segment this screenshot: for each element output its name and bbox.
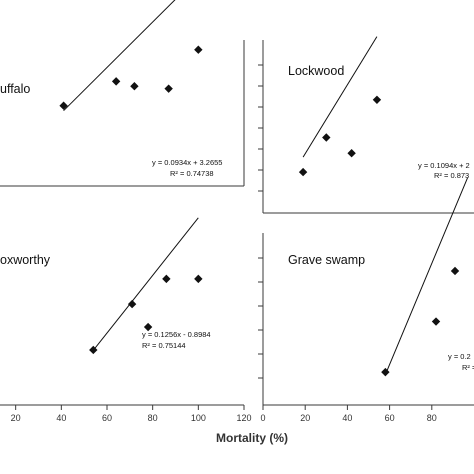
x-axis-title: Mortality (%)	[216, 431, 288, 445]
data-point-lockwood	[322, 133, 331, 142]
data-point-buffalo	[130, 82, 139, 91]
data-point-foxworthy	[162, 274, 171, 284]
data-point-grave-swamp	[381, 367, 390, 377]
data-point-buffalo	[194, 45, 203, 54]
data-point-lockwood	[372, 95, 382, 104]
panel-grave-swamp: Grave swamp y = 0.2 R² =	[258, 233, 474, 406]
x-tick-label: 40	[56, 413, 66, 423]
x-tick-label: 20	[11, 413, 21, 423]
panel-foxworthy: oxworthy y = 0.1256x - 0.8984 R² = 0.751…	[0, 253, 244, 406]
x-tick-label: 40	[342, 413, 352, 423]
data-point-buffalo	[164, 84, 173, 93]
chart-marks: 20 40 60 80 100 120 0 20 40 60 80	[11, 0, 469, 423]
panel-lockwood: Lockwood y = 0.1094x + 2 R² = 0.873	[258, 40, 474, 214]
data-point-grave-swamp	[431, 317, 441, 326]
x-tick-label: 0	[260, 413, 265, 423]
trendline-buffalo	[63, 0, 176, 112]
panel-foxworthy-title: oxworthy	[0, 253, 51, 267]
trendline-foxworthy	[92, 217, 199, 351]
panel-foxworthy-r2: R² = 0.75144	[142, 341, 186, 350]
data-point-buffalo	[59, 101, 68, 110]
trendline-grave-swamp	[384, 177, 469, 375]
x-tick-label: 80	[427, 413, 437, 423]
panel-lockwood-r2: R² = 0.873	[434, 171, 469, 180]
data-point-lockwood	[347, 149, 356, 158]
panel-foxworthy-equation: y = 0.1256x - 0.8984	[142, 330, 211, 339]
panel-buffalo-title: uffalo	[0, 82, 30, 96]
panel-buffalo-r2: R² = 0.74738	[170, 169, 214, 178]
data-point-foxworthy	[89, 345, 98, 355]
panel-lockwood-title: Lockwood	[288, 64, 344, 78]
data-point-foxworthy	[194, 274, 203, 284]
data-point-buffalo	[111, 77, 121, 86]
x-tick-label: 60	[385, 413, 395, 423]
trendline-lockwood	[302, 36, 378, 158]
data-point-grave-swamp	[450, 266, 460, 276]
panel-buffalo-equation: y = 0.0934x + 3.2655	[152, 158, 222, 167]
x-tick-label: 120	[236, 413, 251, 423]
panel-grave-swamp-r2: R² =	[462, 363, 474, 372]
x-tick-label: 60	[102, 413, 112, 423]
panel-buffalo: uffalo y = 0.0934x + 3.2655 R² = 0.74738	[0, 40, 245, 187]
data-point-lockwood	[298, 167, 308, 177]
panel-grave-swamp-equation: y = 0.2	[448, 352, 471, 361]
x-tick-label: 20	[300, 413, 310, 423]
x-tick-label: 80	[148, 413, 158, 423]
x-tick-label: 100	[191, 413, 206, 423]
panel-lockwood-equation: y = 0.1094x + 2	[418, 161, 470, 170]
panel-grave-swamp-title: Grave swamp	[288, 253, 365, 267]
data-point-foxworthy	[143, 322, 153, 332]
data-point-foxworthy	[127, 299, 137, 309]
